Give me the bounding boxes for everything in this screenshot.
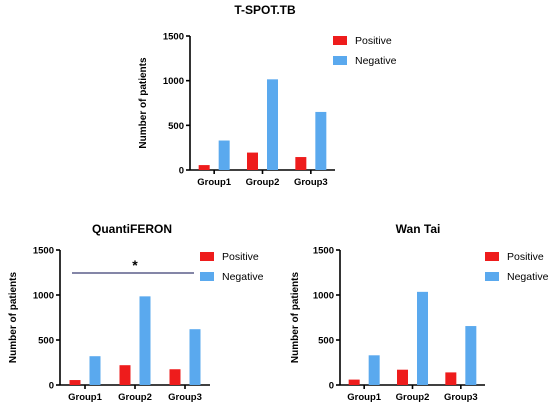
chart-2-title: Wan Tai	[396, 222, 441, 236]
chart-1-bar-negative-group1	[89, 356, 101, 385]
chart-1-legend-swatch-negative	[200, 272, 214, 281]
chart-1-category-label: Group2	[118, 392, 152, 403]
chart-2-bar-positive-group2	[397, 369, 408, 385]
chart-0-bar-negative-group2	[267, 79, 278, 170]
chart-0-bar-positive-group3	[295, 157, 307, 170]
chart-0-category-label: Group2	[246, 177, 280, 188]
chart-0-legend-label-negative: Negative	[355, 55, 397, 67]
chart-2-bar-positive-group1	[348, 379, 360, 385]
chart-0-ytick-label: 0	[179, 166, 184, 177]
chart-2-ytick-label: 500	[318, 336, 334, 347]
chart-1-bar-negative-group3	[189, 329, 201, 385]
chart-1-bar-positive-group2	[119, 365, 131, 385]
chart-2-legend-swatch-negative	[485, 272, 499, 281]
chart-1-category-label: Group3	[168, 392, 202, 403]
chart-0-bar-positive-group2	[247, 152, 258, 170]
chart-0-ytick-label: 1000	[163, 76, 184, 87]
chart-0-ytick-label: 500	[168, 121, 184, 132]
chart-0-legend-swatch-negative	[333, 56, 347, 65]
chart-1-category-label: Group1	[68, 392, 102, 403]
chart-1-significance-star: *	[132, 257, 138, 273]
chart-2-legend-label-positive: Positive	[507, 251, 544, 263]
chart-0-bar-negative-group1	[218, 140, 230, 170]
chart-1-bar-positive-group3	[169, 369, 181, 385]
chart-0-bar-negative-group3	[315, 111, 327, 170]
chart-0-legend-label-positive: Positive	[355, 35, 392, 47]
chart-2-ytick-label: 0	[329, 381, 334, 392]
chart-1-bar-positive-group1	[69, 380, 81, 385]
chart-1-ytick-label: 500	[38, 336, 54, 347]
chart-2-ytick-label: 1500	[313, 246, 334, 257]
chart-2-legend-swatch-positive	[485, 252, 499, 261]
chart-2-bar-negative-group2	[417, 291, 428, 385]
chart-0-title: T-SPOT.TB	[234, 3, 296, 17]
chart-2-ylabel: Number of patients	[290, 272, 301, 364]
chart-0-ylabel: Number of patients	[138, 57, 149, 149]
chart-2-bar-negative-group3	[465, 326, 477, 385]
chart-1-legend-label-positive: Positive	[222, 251, 259, 263]
chart-0-legend-swatch-positive	[333, 36, 347, 45]
chart-2-bar-positive-group3	[445, 372, 457, 385]
chart-2-legend-label-negative: Negative	[507, 271, 549, 283]
chart-2-category-label: Group3	[444, 392, 478, 403]
chart-1-ytick-label: 0	[49, 381, 54, 392]
chart-1-legend-swatch-positive	[200, 252, 214, 261]
chart-1-bar-negative-group2	[139, 296, 151, 385]
chart-1-title: QuantiFERON	[92, 222, 172, 236]
chart-0-category-label: Group3	[294, 177, 328, 188]
chart-2-bar-negative-group1	[368, 355, 380, 385]
chart-1-legend-label-negative: Negative	[222, 271, 264, 283]
chart-0-bar-positive-group1	[198, 165, 210, 170]
chart-1-ylabel: Number of patients	[8, 272, 19, 364]
chart-1-ytick-label: 1000	[33, 291, 54, 302]
chart-2-category-label: Group1	[347, 392, 381, 403]
chart-1-ytick-label: 1500	[33, 246, 54, 257]
chart-2-category-label: Group2	[396, 392, 430, 403]
chart-2-ytick-label: 1000	[313, 291, 334, 302]
chart-0-ytick-label: 1500	[163, 32, 184, 43]
chart-0-category-label: Group1	[197, 177, 231, 188]
